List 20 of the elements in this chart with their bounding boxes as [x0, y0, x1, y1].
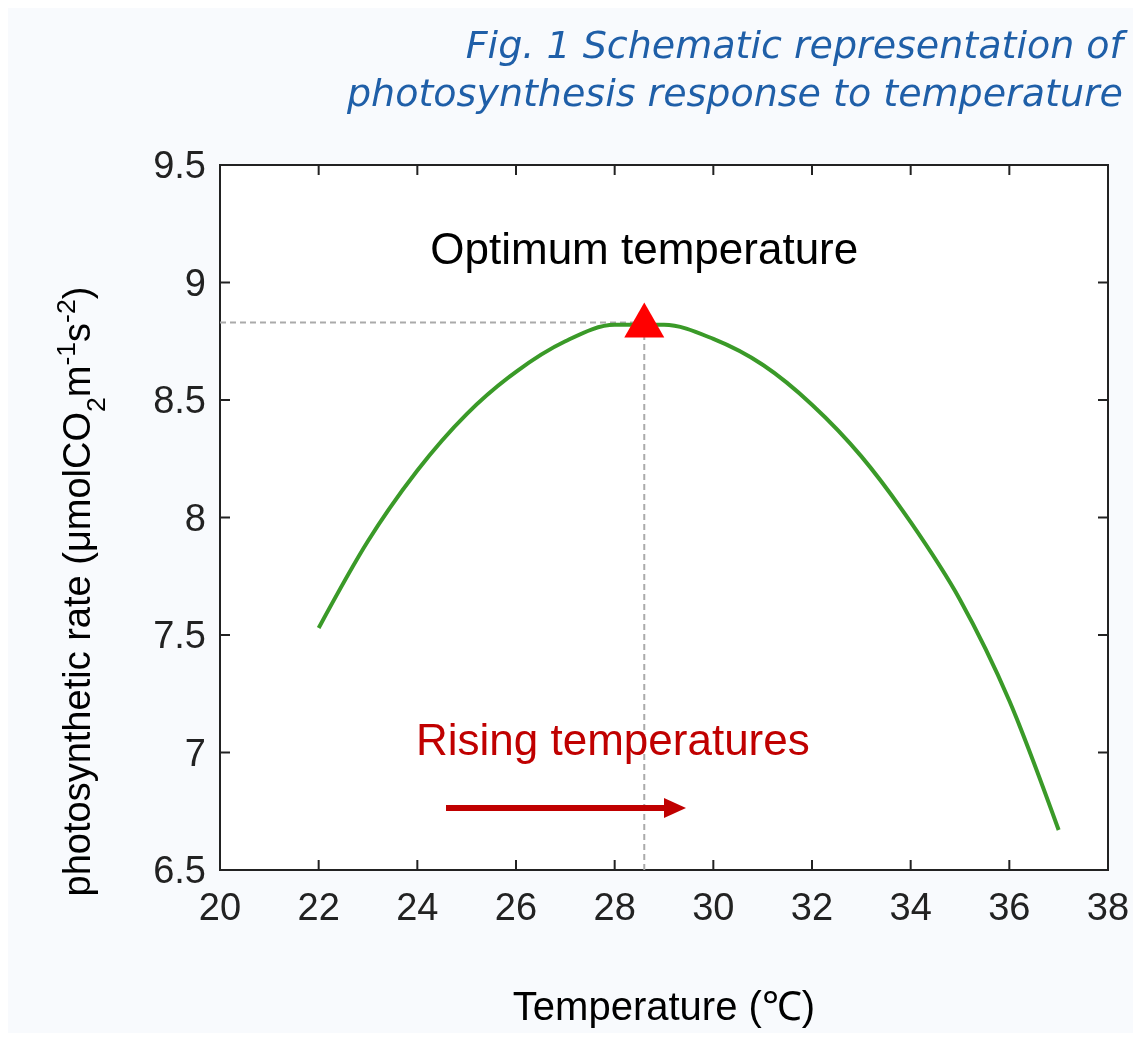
chart-title: Fig. 1 Schematic representation of photosynthesis response to temperature [346, 23, 1129, 115]
y-tick-label: 9 [184, 261, 206, 304]
x-tick-label: 34 [889, 886, 932, 928]
y-tick-label: 9.5 [153, 144, 206, 186]
x-tick-label: 26 [494, 886, 538, 928]
y-tick-label: 7.5 [153, 614, 206, 656]
x-tick-label: 22 [297, 886, 340, 928]
y-tick-label: 8 [184, 496, 206, 539]
y-tick-label: 8.5 [153, 379, 206, 421]
x-tick-label: 36 [988, 886, 1031, 928]
x-tick-label: 24 [396, 886, 439, 928]
annotation: Rising temperatures [416, 715, 810, 764]
x-axis-title: Temperature (℃) [512, 984, 816, 1028]
x-tick-label: 28 [593, 886, 636, 928]
x-tick-label: 38 [1086, 886, 1130, 928]
y-tick-label: 7 [184, 731, 206, 774]
annotation: Optimum temperature [430, 224, 859, 274]
x-tick-label: 32 [790, 886, 834, 928]
x-tick-label: 30 [692, 886, 735, 928]
line-series [316, 322, 1061, 833]
